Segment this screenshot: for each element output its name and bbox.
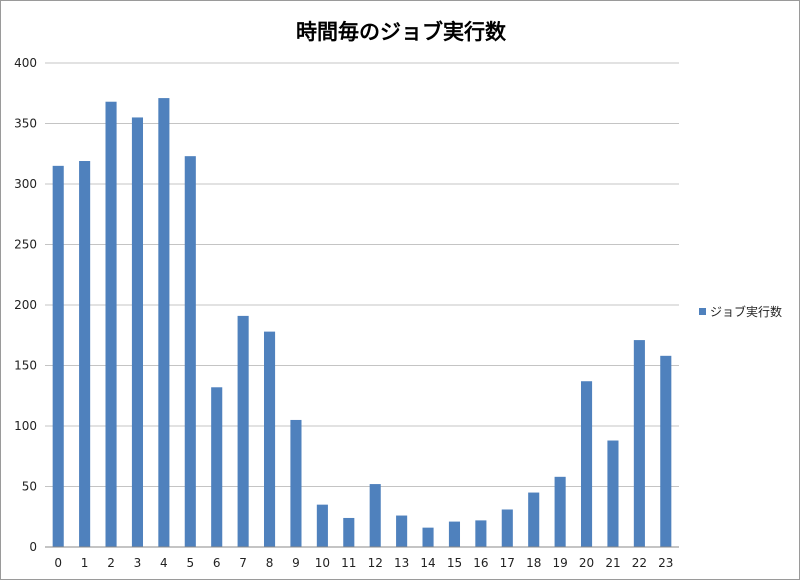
y-tick-label: 350 — [14, 117, 37, 131]
bar — [316, 504, 328, 547]
bar — [79, 161, 91, 547]
x-tick-label: 5 — [186, 556, 194, 570]
x-tick-label: 10 — [315, 556, 330, 570]
x-tick-label: 18 — [526, 556, 541, 570]
y-tick-label: 100 — [14, 419, 37, 433]
bar — [184, 156, 196, 548]
x-tick-label: 0 — [54, 556, 62, 570]
x-tick-label: 23 — [658, 556, 673, 570]
x-tick-label: 8 — [266, 556, 274, 570]
y-tick-label: 200 — [14, 298, 37, 312]
bar — [554, 476, 566, 547]
x-tick-label: 12 — [368, 556, 383, 570]
bar — [263, 331, 276, 547]
grid-lines — [45, 62, 679, 548]
bar — [343, 517, 355, 547]
x-tick-label: 3 — [134, 556, 142, 570]
chart-title: 時間毎のジョブ実行数 — [296, 20, 507, 44]
x-tick-label: 1 — [81, 556, 89, 570]
legend-swatch — [699, 308, 706, 315]
y-tick-label: 0 — [29, 540, 37, 554]
x-axis-ticks: 0 1 2 3 4 5 6 7 8 9 10 11 12 13 14 15 16 17 18 19 20 21 22 23 — [54, 556, 673, 570]
bar — [660, 355, 672, 547]
bar — [290, 419, 302, 547]
x-tick-label: 14 — [420, 556, 435, 570]
x-tick-label: 16 — [473, 556, 488, 570]
bar — [237, 315, 249, 547]
bar — [528, 492, 540, 547]
legend: ジョブ実行数 — [699, 304, 782, 319]
y-axis-ticks: 0 50 100 150 200 250 300 350 400 — [14, 56, 37, 554]
x-tick-label: 13 — [394, 556, 409, 570]
bar — [396, 515, 408, 547]
x-tick-label: 22 — [632, 556, 647, 570]
y-tick-label: 300 — [14, 177, 37, 191]
bar — [105, 101, 117, 547]
y-tick-label: 400 — [14, 56, 37, 70]
bar — [448, 521, 461, 547]
x-tick-label: 20 — [579, 556, 594, 570]
bar — [131, 117, 144, 547]
y-tick-label: 250 — [14, 238, 37, 252]
x-tick-label: 17 — [500, 556, 515, 570]
x-tick-label: 4 — [160, 556, 168, 570]
legend-label: ジョブ実行数 — [710, 304, 782, 319]
bar — [211, 387, 223, 547]
bars — [52, 98, 672, 548]
bar — [52, 165, 64, 547]
bar — [607, 440, 619, 547]
bar — [158, 98, 170, 547]
x-tick-label: 15 — [447, 556, 462, 570]
bar — [580, 381, 593, 547]
bar — [369, 484, 381, 547]
x-tick-label: 21 — [605, 556, 620, 570]
x-tick-label: 6 — [213, 556, 221, 570]
x-tick-label: 2 — [107, 556, 115, 570]
y-tick-label: 150 — [14, 359, 37, 373]
y-tick-label: 50 — [22, 480, 37, 494]
x-tick-label: 9 — [292, 556, 300, 570]
bar — [475, 520, 487, 547]
bar — [501, 509, 513, 547]
x-tick-label: 19 — [552, 556, 567, 570]
x-tick-label: 7 — [239, 556, 247, 570]
bar — [633, 340, 645, 547]
bar — [422, 527, 434, 547]
x-tick-label: 11 — [341, 556, 356, 570]
